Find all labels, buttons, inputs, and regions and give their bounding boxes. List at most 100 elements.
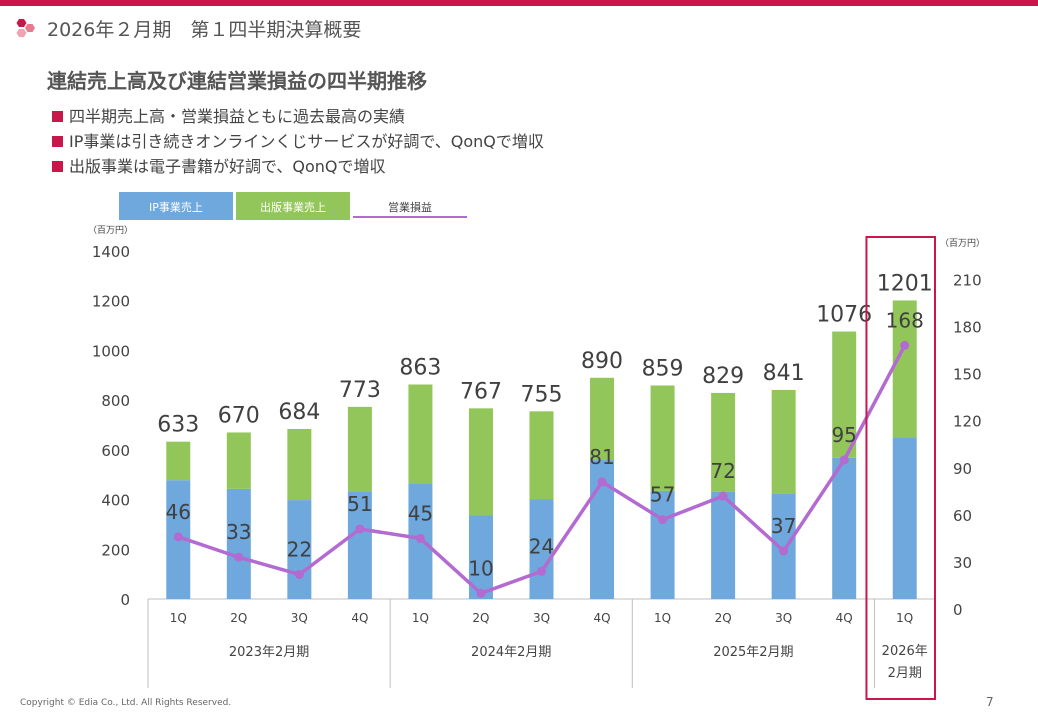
publishing-sales-bar: [892, 300, 917, 438]
operating-profit-point: [173, 532, 183, 542]
operating-profit-label: 22: [287, 537, 312, 561]
publishing-sales-bar: [650, 385, 675, 491]
total-sales-label: 773: [339, 378, 381, 403]
operating-profit-label: 57: [650, 483, 675, 507]
fiscal-year-label: 2025年2月期: [713, 645, 793, 660]
operating-profit-point: [597, 477, 607, 487]
quarter-tick-label: 1Q: [170, 611, 187, 625]
publishing-sales-bar: [711, 392, 736, 492]
publishing-sales-bar: [529, 411, 554, 500]
publishing-sales-bar: [468, 408, 493, 516]
operating-profit-point: [537, 566, 546, 576]
quarter-tick-label: 1Q: [896, 611, 913, 625]
operating-profit-label: 45: [408, 501, 433, 525]
quarter-tick-label: 4Q: [836, 611, 853, 625]
operating-profit-label: 72: [710, 459, 735, 483]
legend-publishing-swatch: [236, 192, 350, 220]
ip-sales-bar: [892, 437, 917, 599]
legend-ip-swatch: [119, 192, 233, 220]
operating-profit-point: [839, 455, 849, 465]
latest-quarter-highlight: [865, 236, 937, 700]
publishing-sales-bar: [287, 428, 312, 501]
total-sales-label: 670: [218, 403, 260, 428]
operating-profit-label: 168: [886, 308, 924, 332]
right-axis-tick: 210: [953, 272, 982, 290]
operating-profit-label: 46: [166, 500, 191, 524]
total-sales-label: 684: [278, 400, 320, 425]
quarter-tick-label: 2Q: [472, 611, 489, 625]
operating-profit-point: [294, 569, 304, 579]
ip-sales-bar: [287, 500, 312, 599]
ip-sales-bar: [771, 493, 796, 599]
fiscal-year-label: 2026年 2月期: [882, 644, 928, 681]
top-accent-bar: [0, 0, 1038, 6]
bullet-square-icon: [52, 161, 63, 172]
legend-publishing-label: 出版事業売上: [260, 200, 326, 214]
operating-profit-point: [476, 588, 486, 598]
bullet-text: IP事業は引き続きオンラインくじサービスが好調で、QonQで増収: [69, 132, 544, 151]
total-sales-label: 863: [399, 355, 441, 380]
total-sales-label: 859: [642, 356, 684, 381]
legend-operating-label: 営業損益: [388, 200, 432, 214]
ip-sales-bar: [529, 499, 554, 599]
total-sales-label: 767: [460, 379, 502, 404]
operating-profit-label: 33: [226, 520, 251, 544]
hexagon-logo-icon: [16, 19, 35, 37]
bullet-item: 出版事業は電子書籍が好調で、QonQで増収: [52, 154, 544, 179]
quarter-tick-label: 3Q: [775, 611, 792, 625]
total-sales-label: 755: [521, 382, 563, 407]
total-sales-label: 633: [157, 413, 199, 438]
ip-sales-bar: [226, 488, 251, 599]
right-axis-tick: 120: [953, 413, 982, 431]
bullet-list: 四半期売上高・営業損益ともに過去最高の実績 IP事業は引き続きオンラインくじサー…: [52, 104, 544, 179]
ip-sales-bar: [347, 491, 372, 599]
bullet-item: 四半期売上高・営業損益ともに過去最高の実績: [52, 104, 544, 129]
bullet-text: 出版事業は電子書籍が好調で、QonQで増収: [69, 157, 386, 176]
left-axis-unit: （百万円）: [88, 225, 133, 236]
operating-profit-point: [779, 546, 789, 556]
page-title: 2026年２月期 第１四半期決算概要: [47, 19, 362, 41]
operating-profit-label: 10: [468, 556, 493, 580]
operating-profit-label: 81: [589, 445, 614, 469]
right-axis-tick: 150: [953, 366, 982, 384]
ip-sales-bar: [832, 457, 857, 599]
quarter-tick-label: 4Q: [593, 611, 610, 625]
bullet-item: IP事業は引き続きオンラインくじサービスが好調で、QonQで増収: [52, 129, 544, 154]
total-sales-label: 890: [581, 349, 623, 374]
quarter-tick-label: 3Q: [291, 611, 308, 625]
publishing-sales-bar: [590, 377, 615, 461]
left-axis-tick: 800: [101, 392, 130, 410]
quarter-tick-label: 3Q: [533, 611, 550, 625]
operating-profit-point: [234, 552, 244, 562]
left-axis-tick: 1400: [92, 243, 130, 261]
right-axis-tick: 30: [953, 554, 972, 572]
right-axis-tick: 180: [953, 319, 982, 337]
left-axis-tick: 1200: [92, 293, 130, 311]
publishing-sales-bar: [771, 389, 796, 494]
operating-profit-point: [718, 491, 728, 501]
operating-profit-point: [658, 515, 668, 525]
fiscal-year-label: 2023年2月期: [229, 645, 309, 660]
right-axis-tick: 90: [953, 460, 972, 478]
legend-ip-label: IP事業売上: [149, 201, 203, 214]
bullet-square-icon: [52, 136, 63, 147]
publishing-sales-bar: [347, 406, 372, 492]
quarter-tick-label: 1Q: [412, 611, 429, 625]
quarter-tick-label: 1Q: [654, 611, 671, 625]
bullet-text: 四半期売上高・営業損益ともに過去最高の実績: [69, 107, 406, 126]
right-axis-tick: 0: [953, 601, 963, 619]
total-sales-label: 841: [763, 361, 805, 386]
right-axis-unit: （百万円）: [940, 238, 985, 249]
bullet-square-icon: [52, 111, 63, 122]
copyright-text: Copyright © Edia Co., Ltd. All Rights Re…: [20, 698, 232, 708]
publishing-sales-bar: [166, 441, 191, 481]
ip-sales-bar: [711, 491, 736, 599]
fiscal-year-label: 2024年2月期: [471, 645, 551, 660]
total-sales-label: 1201: [877, 271, 933, 296]
section-title: 連結売上高及び連結営業損益の四半期推移: [47, 69, 427, 93]
operating-profit-point: [415, 533, 425, 543]
operating-profit-point: [355, 524, 365, 534]
publishing-sales-bar: [408, 384, 433, 484]
operating-profit-point: [900, 340, 910, 350]
